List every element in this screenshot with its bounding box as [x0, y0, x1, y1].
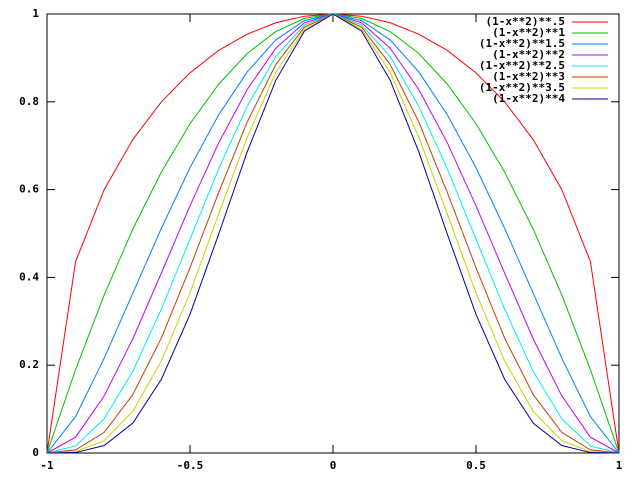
- y-tick-label: 0.2: [19, 358, 39, 371]
- legend-label: (1-x**2)**2: [492, 48, 565, 61]
- y-tick-label: 0.8: [19, 95, 39, 108]
- x-tick-label: -0.5: [177, 459, 204, 472]
- x-tick-label: -1: [40, 459, 54, 472]
- y-tick-label: 0: [32, 446, 39, 459]
- legend-label: (1-x**2)**2.5: [479, 59, 565, 72]
- legend-label: (1-x**2)**1.5: [479, 37, 565, 50]
- legend-label: (1-x**2)**.5: [486, 15, 565, 28]
- series-line: [46, 13, 620, 454]
- legend-label: (1-x**2)**3: [492, 70, 565, 83]
- y-tick-label: 0.6: [19, 183, 39, 196]
- legend-label: (1-x**2)**3.5: [479, 81, 565, 94]
- legend-label: (1-x**2)**1: [492, 26, 565, 39]
- x-tick-label: 0.5: [466, 459, 486, 472]
- x-tick-label: 0: [330, 459, 337, 472]
- y-tick-label: 0.4: [19, 270, 39, 283]
- y-tick-label: 1: [32, 7, 39, 20]
- x-tick-label: 1: [616, 459, 623, 472]
- legend-label: (1-x**2)**4: [492, 92, 565, 105]
